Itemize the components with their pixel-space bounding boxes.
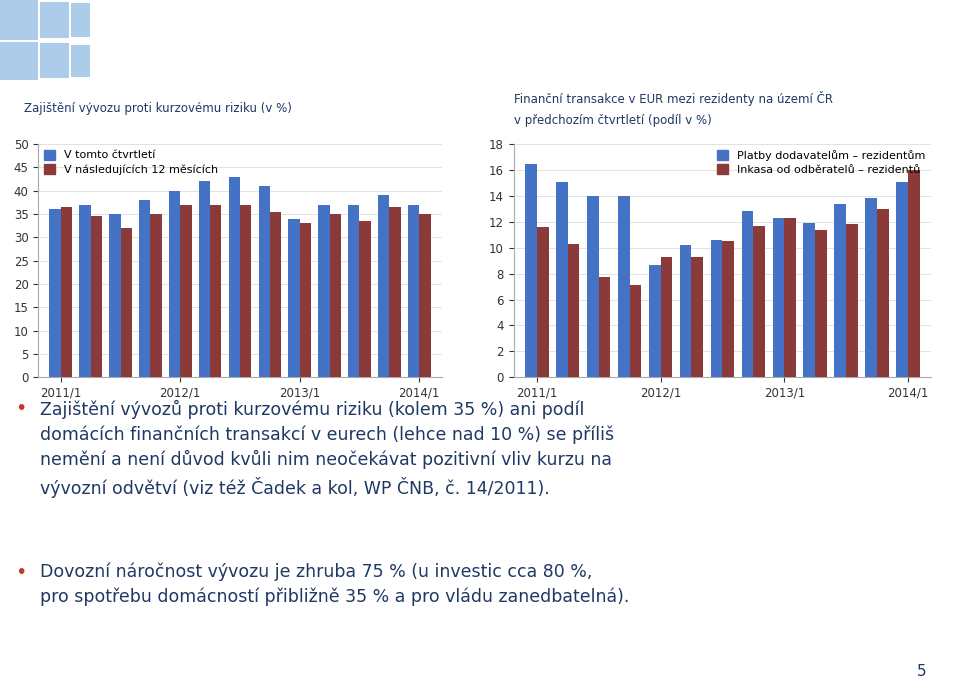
Bar: [556, 182, 567, 377]
Bar: [71, 3, 90, 37]
Bar: [139, 200, 151, 377]
Bar: [270, 212, 281, 377]
Bar: [329, 214, 341, 377]
Bar: [865, 198, 877, 377]
Bar: [567, 244, 580, 377]
Bar: [599, 278, 611, 377]
Bar: [834, 204, 846, 377]
Bar: [877, 209, 889, 377]
Bar: [754, 226, 765, 377]
Bar: [0, 0, 38, 40]
Bar: [359, 221, 371, 377]
Bar: [420, 214, 430, 377]
Bar: [846, 224, 858, 377]
Bar: [537, 227, 548, 377]
Bar: [649, 264, 660, 377]
Bar: [288, 219, 300, 377]
Text: Dovozní náročnost vývozu je zhruba 75 % (u investic cca 80 %,
pro spotřebu domác: Dovozní náročnost vývozu je zhruba 75 % …: [40, 563, 630, 606]
Bar: [618, 196, 630, 377]
Bar: [71, 45, 90, 77]
Bar: [40, 43, 69, 79]
Bar: [587, 196, 599, 377]
Bar: [784, 218, 796, 377]
Legend: V tomto čtvrtletí, V následujících 12 měsících: V tomto čtvrtletí, V následujících 12 mě…: [44, 150, 218, 175]
Bar: [773, 218, 784, 377]
Bar: [151, 214, 161, 377]
Bar: [390, 207, 400, 377]
Bar: [710, 240, 723, 377]
Text: ČESKÁ
NÁRODNÍ BANKA: ČESKÁ NÁRODNÍ BANKA: [868, 50, 927, 65]
Bar: [90, 216, 102, 377]
Bar: [169, 191, 180, 377]
Bar: [121, 228, 132, 377]
Text: Zajištění vývozu proti kurzovému riziku (v %): Zajištění vývozu proti kurzovému riziku …: [24, 102, 292, 115]
Bar: [408, 205, 420, 377]
Text: Zajištění vývozů proti kurzovému riziku (kolem 35 %) ani podíl
domácích finanční: Zajištění vývozů proti kurzovému riziku …: [40, 400, 614, 498]
Bar: [525, 164, 537, 377]
Bar: [691, 257, 704, 377]
Text: Kurzové zajištění vývozu a domácí platby v eurech: Kurzové zajištění vývozu a domácí platby…: [182, 29, 778, 51]
Text: Finanční transakce v EUR mezi rezidenty na území ČR: Finanční transakce v EUR mezi rezidenty …: [514, 91, 832, 106]
Bar: [50, 209, 60, 377]
Bar: [319, 205, 329, 377]
Bar: [908, 170, 920, 377]
Bar: [630, 285, 641, 377]
Bar: [897, 182, 908, 377]
Text: 5: 5: [917, 663, 926, 679]
Bar: [378, 196, 390, 377]
Bar: [180, 205, 192, 377]
Bar: [258, 186, 270, 377]
Bar: [804, 223, 815, 377]
Bar: [210, 205, 222, 377]
Text: •: •: [15, 563, 27, 582]
Bar: [815, 230, 827, 377]
Text: v předchozím čtvrtletí (podíl v %): v předchozím čtvrtletí (podíl v %): [514, 113, 711, 127]
Bar: [680, 245, 691, 377]
Bar: [240, 205, 252, 377]
Bar: [300, 223, 311, 377]
Bar: [660, 257, 672, 377]
Text: ČNB: ČNB: [880, 17, 915, 31]
Bar: [40, 1, 69, 38]
Bar: [109, 214, 121, 377]
Bar: [723, 242, 734, 377]
Text: •: •: [15, 400, 27, 418]
Bar: [228, 177, 240, 377]
Bar: [60, 207, 72, 377]
Legend: Platby dodavatelům – rezidentům, Inkasa od odběratelů – rezidentů: Platby dodavatelům – rezidentům, Inkasa …: [717, 150, 925, 175]
Bar: [0, 42, 38, 80]
Bar: [80, 205, 90, 377]
Bar: [199, 182, 210, 377]
Bar: [348, 205, 359, 377]
Bar: [741, 212, 754, 377]
